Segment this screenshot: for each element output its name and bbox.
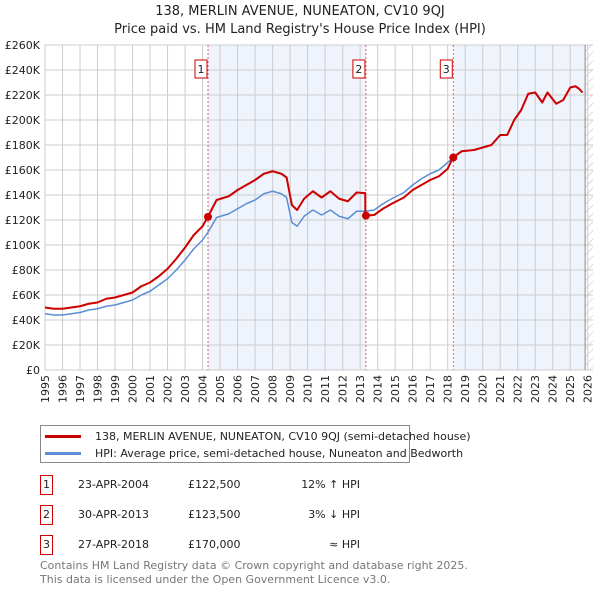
x-tick-label: 1996 — [57, 375, 70, 403]
sale-date: 30-APR-2013 — [78, 508, 150, 521]
x-tick-label: 2026 — [582, 375, 595, 403]
x-tick-label: 2002 — [162, 375, 175, 403]
sale-marker-number: 1 — [40, 475, 53, 495]
x-tick-label: 1999 — [109, 375, 122, 403]
y-tick-label: £60K — [12, 289, 41, 302]
x-tick-label: 2009 — [284, 375, 297, 403]
y-tick-label: £140K — [5, 189, 41, 202]
x-tick-label: 2024 — [547, 375, 560, 403]
sale-date: 27-APR-2018 — [78, 538, 150, 551]
sale-price: £170,000 — [188, 538, 241, 551]
x-tick-label: 1998 — [92, 375, 105, 403]
x-tick-label: 2005 — [214, 375, 227, 403]
x-tick-label: 2008 — [267, 375, 280, 403]
sale-point — [361, 211, 370, 220]
y-tick-label: £20K — [12, 339, 41, 352]
x-tick-label: 2023 — [529, 375, 542, 403]
sale-hpi-relation: 12% ↑ HPI — [301, 478, 360, 491]
sale-label-box — [194, 59, 208, 79]
y-tick-label: £80K — [12, 264, 41, 277]
y-tick-label: £200K — [5, 114, 41, 127]
x-tick-label: 2017 — [424, 375, 437, 403]
y-tick-label: £0 — [26, 364, 40, 377]
sale-marker-number: 2 — [40, 505, 53, 525]
sale-date: 23-APR-2004 — [78, 478, 150, 491]
y-tick-label: £220K — [5, 89, 41, 102]
sale-label-box — [439, 59, 453, 79]
y-tick-label: £180K — [5, 139, 41, 152]
x-tick-label: 2012 — [337, 375, 350, 403]
sale-label-box — [352, 59, 366, 79]
x-tick-label: 2021 — [494, 375, 507, 403]
price-paid-line — [44, 85, 584, 310]
legend-label: 138, MERLIN AVENUE, NUNEATON, CV10 9QJ (… — [95, 429, 471, 443]
x-tick-label: 2018 — [442, 375, 455, 403]
legend-item-hpi: HPI: Average price, semi-detached house,… — [41, 445, 463, 461]
x-tick-label: 2015 — [389, 375, 402, 403]
y-tick-label: £100K — [5, 239, 41, 252]
legend-swatch-blue — [45, 451, 81, 455]
legend-label: HPI: Average price, semi-detached house,… — [95, 446, 464, 460]
x-tick-label: 2006 — [232, 375, 245, 403]
legend-item-price-paid: 138, MERLIN AVENUE, NUNEATON, CV10 9QJ (… — [41, 428, 471, 444]
ownership-shade-1 — [207, 45, 366, 370]
x-tick-label: 2000 — [127, 375, 140, 403]
sale-point — [203, 212, 212, 221]
x-tick-label: 2001 — [144, 375, 157, 403]
sale-hpi-relation: 3% ↓ HPI — [308, 508, 360, 521]
x-tick-label: 2013 — [354, 375, 367, 403]
line-chart: 1995 1996 1997 1998 1999 2000 2001 2002 2003 2004… — [5, 39, 595, 403]
x-tick-label: 1997 — [74, 375, 87, 403]
x-tick-label: 2020 — [477, 375, 490, 403]
chart-title: 138, MERLIN AVENUE, NUNEATON, CV10 9QJ — [155, 4, 445, 19]
sale-label: 1 — [197, 63, 204, 76]
x-tick-label: 2003 — [179, 375, 192, 403]
sale-price: £123,500 — [188, 508, 241, 521]
forecast-hatch — [585, 45, 593, 370]
sale-marker-number: 3 — [40, 535, 53, 555]
y-tick-label: £120K — [5, 214, 41, 227]
y-tick-label: £160K — [5, 164, 41, 177]
sale-hpi-relation: ≈ HPI — [329, 538, 360, 551]
y-tick-label: £260K — [5, 39, 41, 52]
ownership-shade-2 — [453, 45, 586, 370]
x-tick-label: 2022 — [512, 375, 525, 403]
chart-subtitle: Price paid vs. HM Land Registry's House … — [114, 22, 486, 37]
x-tick-label: 2025 — [564, 375, 577, 403]
sale-label: 2 — [355, 63, 362, 76]
x-tick-label: 2007 — [249, 375, 262, 403]
sale-price: £122,500 — [188, 478, 241, 491]
legend-swatch-red — [45, 434, 81, 438]
x-tick-label: 2016 — [407, 375, 420, 403]
x-tick-label: 2014 — [372, 375, 385, 403]
legend: 138, MERLIN AVENUE, NUNEATON, CV10 9QJ (… — [40, 425, 471, 463]
x-tick-label: 1995 — [39, 375, 52, 403]
sale-label: 3 — [443, 63, 450, 76]
x-tick-label: 2019 — [459, 375, 472, 403]
x-tick-label: 2004 — [197, 375, 210, 403]
y-tick-label: £40K — [12, 314, 41, 327]
sale-point — [449, 153, 458, 162]
x-tick-label: 2010 — [302, 375, 315, 403]
footer-licence: This data is licensed under the Open Gov… — [40, 573, 391, 586]
footer-copyright: Contains HM Land Registry data © Crown c… — [40, 559, 468, 572]
y-tick-label: £240K — [5, 64, 41, 77]
x-tick-label: 2011 — [319, 375, 332, 403]
